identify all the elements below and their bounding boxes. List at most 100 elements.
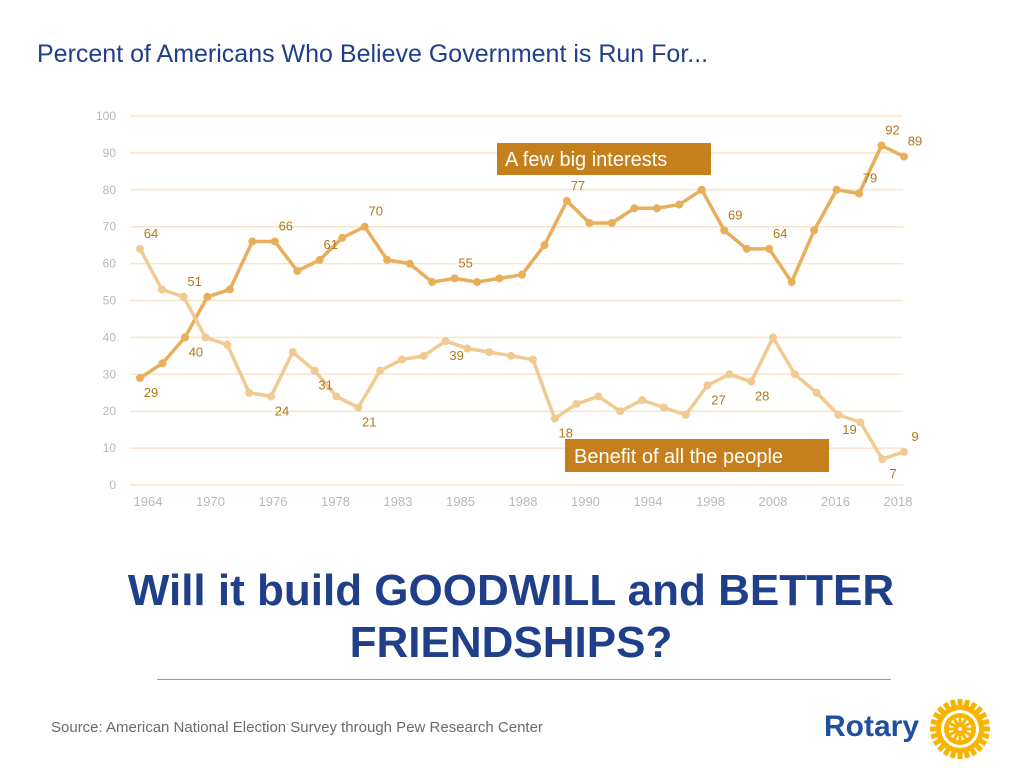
series-lines [136, 141, 908, 464]
data-point [157, 285, 166, 294]
headline-line-1: Will it build GOODWILL and BETTER [127, 566, 895, 615]
wheel-tooth [957, 751, 963, 759]
y-tick-label: 20 [103, 404, 117, 418]
rotary-logo: Rotary [824, 698, 994, 760]
series-label-bg [497, 143, 711, 175]
data-point [810, 226, 819, 235]
headline: Will it build GOODWILL and BETTER FRIEND… [0, 565, 1022, 669]
data-point [450, 274, 459, 283]
data-point [225, 285, 234, 294]
data-point [878, 455, 887, 464]
data-point [572, 399, 581, 408]
data-labels: 2940666170557769647992896451243121391827… [144, 123, 922, 482]
data-point [594, 392, 603, 401]
data-point [397, 355, 406, 364]
data-label: 40 [189, 344, 203, 359]
wheel-tooth [982, 726, 990, 732]
y-tick-label: 90 [103, 146, 117, 160]
headline-line-2: FRIENDSHIPS? [349, 618, 673, 667]
wheel-tooth [957, 699, 963, 707]
data-point [419, 351, 428, 360]
data-label: 79 [863, 170, 877, 185]
data-point [616, 407, 625, 416]
data-label: 51 [187, 274, 201, 289]
data-point [288, 348, 297, 357]
data-point [834, 410, 843, 419]
data-point [485, 348, 494, 357]
data-label: 89 [908, 134, 922, 149]
data-label: 70 [368, 204, 382, 219]
data-point [725, 370, 734, 379]
x-tick-label: 1976 [259, 494, 288, 509]
data-point [270, 237, 279, 246]
data-point [742, 244, 751, 253]
data-point [550, 414, 559, 423]
data-point [441, 337, 450, 346]
data-point [812, 388, 821, 397]
data-point [463, 344, 472, 353]
data-point [585, 219, 594, 228]
data-point [203, 292, 212, 301]
slide-title: Percent of Americans Who Believe Governm… [37, 40, 709, 68]
y-axis-ticks: 0 10 20 30 40 50 60 70 80 90 100 [96, 109, 116, 492]
wheel-tooth [930, 726, 938, 732]
data-point [495, 274, 504, 283]
series-labels: A few big interests Benefit of all the pe… [497, 143, 829, 472]
data-point [518, 270, 526, 279]
data-label: 64 [144, 226, 158, 241]
y-tick-label: 10 [103, 441, 117, 455]
data-point [681, 410, 690, 419]
data-point [832, 185, 841, 194]
data-label: 31 [318, 378, 332, 393]
data-point [652, 204, 661, 213]
data-point [856, 418, 865, 427]
data-label: 77 [571, 178, 585, 193]
data-label: 69 [728, 207, 742, 222]
x-tick-label: 1985 [446, 494, 475, 509]
data-point [697, 185, 706, 194]
data-point [747, 377, 756, 386]
data-point [528, 355, 537, 364]
x-axis-ticks: 1964 1970 1976 1978 1983 1985 1988 1990 1994 1998… [134, 494, 913, 509]
data-label: 27 [711, 392, 725, 407]
data-point [248, 237, 257, 246]
data-point [332, 392, 341, 401]
data-label: 29 [144, 385, 158, 400]
x-tick-label: 1994 [634, 494, 663, 509]
data-point [703, 381, 712, 390]
data-label: 55 [458, 255, 472, 270]
series-1 [136, 141, 908, 382]
data-label: 64 [773, 226, 787, 241]
data-point [638, 396, 647, 405]
series-label-bg [565, 439, 829, 472]
data-point [607, 219, 616, 228]
source-note: Source: American National Election Surve… [51, 719, 543, 736]
data-point [376, 366, 385, 375]
data-point [790, 370, 799, 379]
rotary-wheel-icon [930, 699, 990, 759]
data-point [310, 366, 319, 375]
y-tick-label: 100 [96, 109, 116, 123]
series-label-text: A few big interests [505, 149, 667, 171]
data-point [675, 200, 684, 209]
data-label: 19 [842, 422, 856, 437]
y-tick-label: 30 [103, 367, 117, 381]
data-point [315, 255, 324, 264]
data-point [180, 333, 189, 342]
data-label: 92 [885, 123, 899, 138]
data-point [900, 447, 908, 456]
data-point [245, 388, 254, 397]
x-tick-label: 1990 [571, 494, 600, 509]
data-label: 9 [911, 429, 918, 444]
x-tick-label: 2016 [821, 494, 850, 509]
divider [157, 679, 891, 680]
data-point [405, 259, 414, 268]
series-label-box: A few big interests [497, 143, 711, 175]
x-tick-label: 1988 [509, 494, 538, 509]
data-point [293, 266, 302, 275]
series-2 [136, 244, 908, 464]
data-point [338, 233, 347, 242]
data-point [473, 278, 482, 287]
y-tick-label: 50 [103, 294, 117, 308]
